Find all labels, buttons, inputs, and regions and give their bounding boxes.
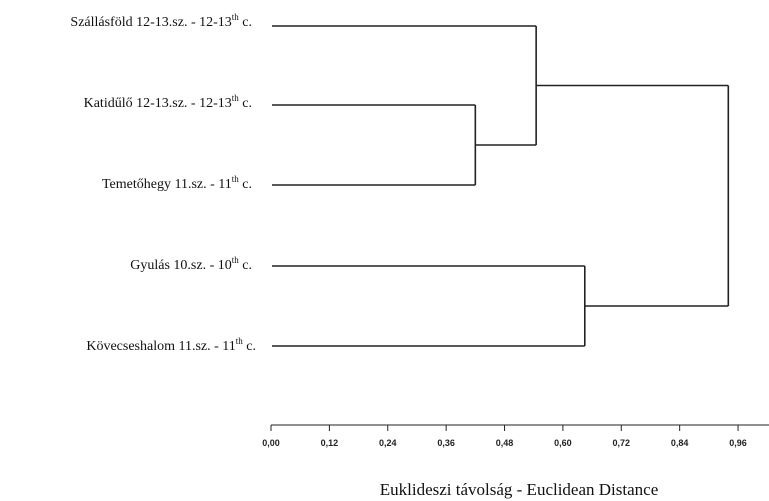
x-tick-label-6: 0,72 [613,438,631,448]
x-tick-label-7: 0,84 [671,438,689,448]
leaf-labels: Szállásföld 12-13.sz. - 12-13th c. Katid… [70,12,256,354]
x-tick-label-5: 0,60 [554,438,572,448]
leaf-label-0: Szállásföld 12-13.sz. - 12-13th c. [70,12,252,30]
x-tick-label-0: 0,00 [262,438,280,448]
leaf-label-3: Gyulás 10.sz. - 10th c. [130,255,252,273]
leaf-label-1: Katidűlő 12-13.sz. - 12-13th c. [84,93,252,111]
x-axis-title: Euklideszi távolság - Euclidean Distance [380,480,659,499]
x-tick-label-2: 0,24 [379,438,397,448]
x-tick-label-3: 0,36 [437,438,455,448]
x-axis: 0,00 0,12 0,24 0,36 0,48 0,60 0,72 0,84 0,96 [262,424,769,448]
x-tick-label-1: 0,12 [321,438,339,448]
x-ticks: 0,00 0,12 0,24 0,36 0,48 0,60 0,72 0,84 0,96 [262,425,747,448]
dendrogram-branches [272,25,730,347]
x-tick-label-4: 0,48 [496,438,514,448]
leaf-label-4: Kövecseshalom 11.sz. - 11th c. [86,336,256,354]
leaf-label-2: Temetőhegy 11.sz. - 11th c. [102,174,252,192]
x-tick-label-8: 0,96 [729,438,747,448]
